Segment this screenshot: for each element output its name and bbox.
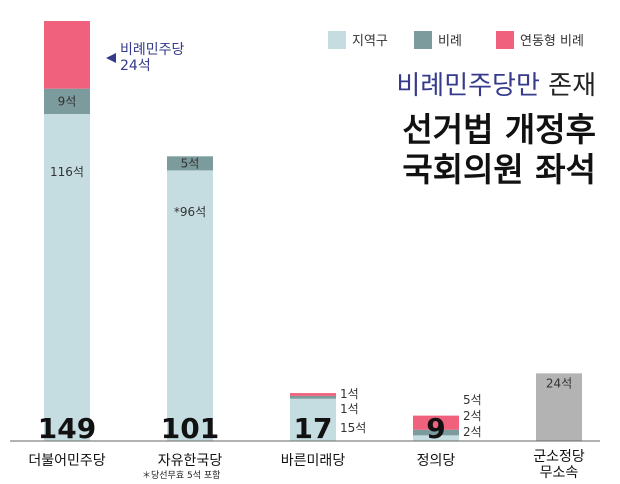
- legend-swatch-proportional: [414, 30, 432, 49]
- headline-rest: 존재: [548, 71, 596, 101]
- bar-segment: [44, 88, 90, 115]
- legend-swatch-district: [328, 30, 346, 49]
- legend-item-linked: 연동형 비례: [496, 30, 584, 49]
- value-label: 116석: [50, 165, 84, 179]
- category-label: 자유한국당: [158, 453, 223, 469]
- category-label: 바른미래당: [281, 453, 346, 469]
- annotation-line-1: 비례민주당: [120, 42, 185, 58]
- annotation-line-2: 24석: [120, 58, 151, 74]
- bar-segment: [167, 156, 213, 171]
- value-label: 15석: [340, 421, 366, 435]
- total-seats-label: 101: [161, 412, 219, 445]
- legend-item-proportional: 비례: [414, 30, 462, 49]
- footnote: ＊당선무효 5석 포함: [142, 471, 221, 481]
- legend-swatch-linked: [496, 30, 514, 49]
- headline-accent: 비례민주당만: [396, 71, 540, 101]
- legend-label-linked: 연동형 비례: [520, 34, 584, 49]
- bar-segment: [290, 395, 336, 399]
- bar-segment: [44, 114, 90, 441]
- value-label: 2석: [463, 409, 482, 423]
- bar-segment: [290, 393, 336, 396]
- value-label: 5석: [463, 393, 482, 407]
- bar-segment: [290, 398, 336, 441]
- annotation-arrow-icon: [106, 53, 116, 63]
- value-label: 9석: [58, 94, 77, 108]
- category-label: 군소정당: [533, 449, 585, 465]
- bar-segment: [44, 21, 90, 89]
- value-label: *96석: [174, 205, 206, 219]
- bar-segment: [413, 429, 459, 436]
- headline-line-1: 비례민주당만 존재: [396, 72, 596, 101]
- legend-label-proportional: 비례: [438, 34, 462, 49]
- total-seats-label: 149: [38, 412, 96, 445]
- bar-segment: [413, 415, 459, 430]
- bar-segment: [167, 170, 213, 441]
- total-seats-label: 9: [426, 412, 445, 445]
- headline-line-3: 국회의원 좌석: [402, 150, 596, 189]
- value-label: 1석: [340, 402, 359, 416]
- category-label: 더불어민주당: [28, 453, 105, 469]
- category-label: 정의당: [417, 453, 456, 469]
- headline-line-2: 선거법 개정후: [402, 110, 596, 149]
- bar-segment: [536, 373, 582, 441]
- bar-segment: [413, 435, 459, 441]
- value-label: 24석: [546, 376, 572, 390]
- value-label: 5석: [181, 156, 200, 170]
- category-label: 무소속: [540, 465, 579, 481]
- legend-item-district: 지역구: [328, 30, 388, 49]
- legend-label-district: 지역구: [352, 34, 388, 49]
- value-label: 1석: [340, 387, 359, 401]
- value-label: 2석: [463, 425, 482, 439]
- total-seats-label: 17: [294, 412, 333, 445]
